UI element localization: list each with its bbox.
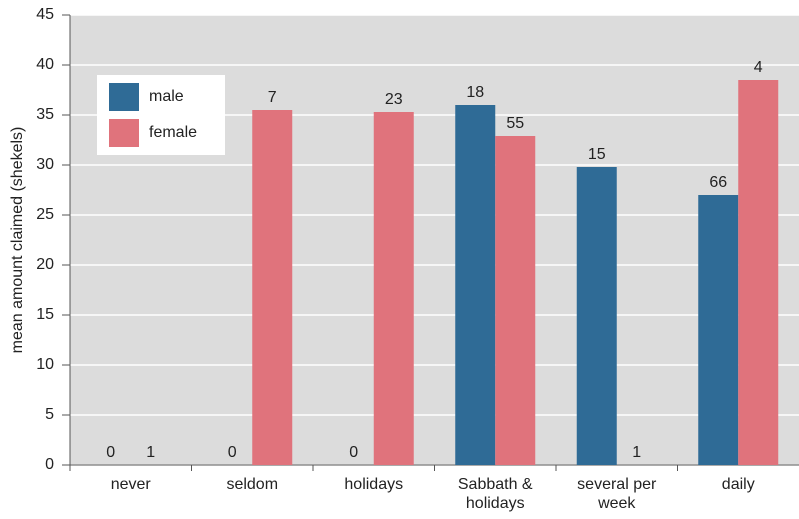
y-tick-label: 15 — [36, 306, 54, 323]
x-tick-label: never — [110, 476, 151, 493]
count-label: 18 — [466, 84, 484, 101]
count-label: 55 — [506, 115, 524, 132]
x-tick-label: daily — [721, 476, 755, 493]
y-tick-label: 30 — [36, 156, 54, 173]
y-tick-label: 45 — [36, 6, 54, 23]
x-tick-label: seldom — [226, 476, 279, 493]
count-label: 0 — [228, 444, 237, 461]
bar — [455, 105, 496, 465]
y-tick-label: 5 — [45, 406, 54, 423]
legend-swatch — [109, 83, 139, 111]
count-label: 15 — [588, 146, 606, 163]
x-tick-label: several per week — [577, 476, 657, 512]
bar — [495, 136, 536, 465]
y-tick-label: 35 — [36, 106, 54, 123]
legend-label: female — [149, 124, 197, 141]
x-tick-label: holidays — [344, 476, 404, 493]
count-label: 23 — [385, 91, 403, 108]
bar — [698, 195, 739, 465]
bar — [373, 112, 414, 465]
legend-swatch — [109, 119, 139, 147]
count-label: 66 — [709, 174, 727, 191]
bar — [576, 167, 617, 465]
y-tick-label: 20 — [36, 256, 54, 273]
count-label: 0 — [349, 444, 358, 461]
y-axis-title: mean amount claimed (shekels) — [9, 127, 26, 354]
count-label: 1 — [632, 444, 641, 461]
y-tick-label: 25 — [36, 206, 54, 223]
bar — [252, 110, 293, 465]
legend-label: male — [149, 88, 184, 105]
count-label: 0 — [106, 444, 115, 461]
y-tick-label: 0 — [45, 456, 54, 473]
bar — [738, 80, 779, 465]
y-tick-label: 40 — [36, 56, 54, 73]
count-label: 4 — [754, 59, 763, 76]
x-tick-label: Sabbath & holidays — [457, 476, 533, 512]
count-label: 7 — [268, 89, 277, 106]
y-tick-label: 10 — [36, 356, 54, 373]
count-label: 1 — [146, 444, 155, 461]
